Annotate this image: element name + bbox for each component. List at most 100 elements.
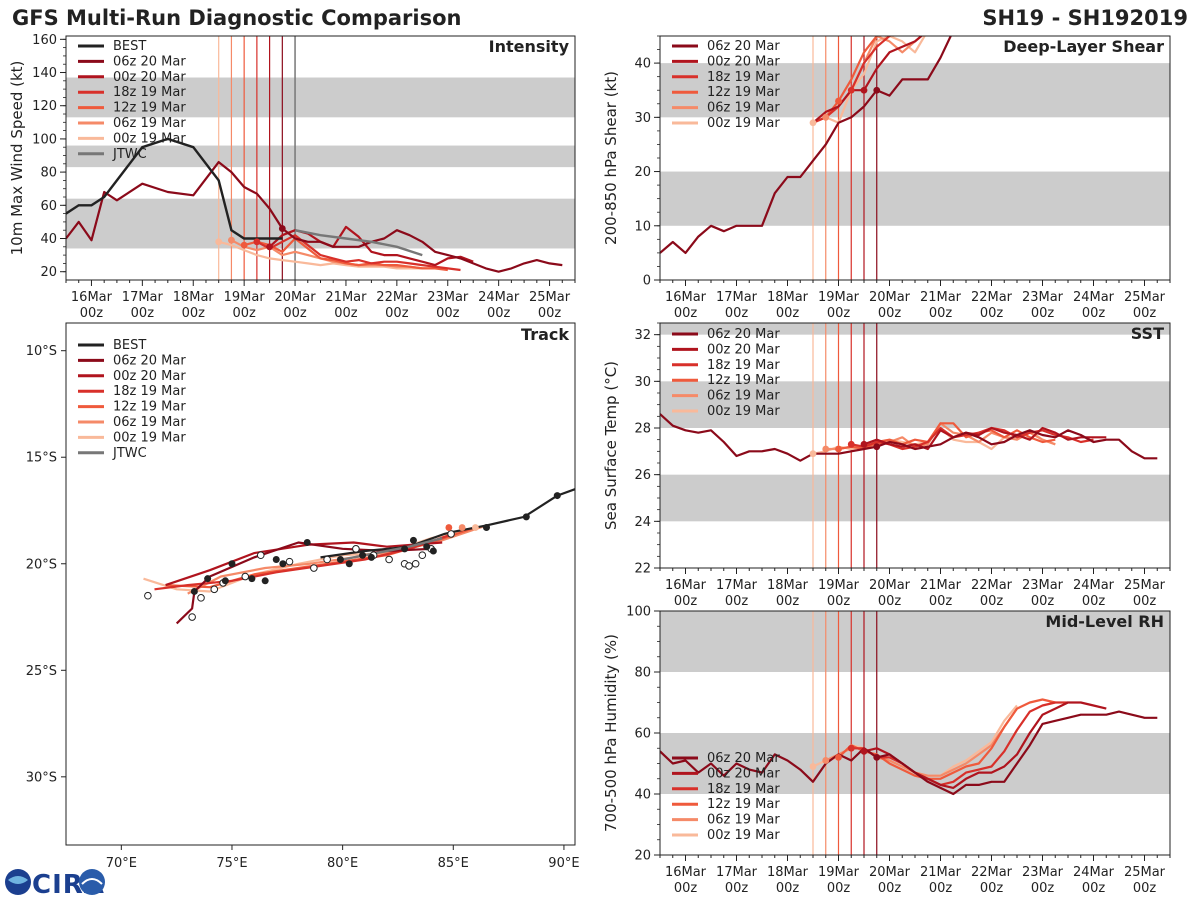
intensity-series-best xyxy=(66,137,283,240)
shear-ytick-label-20: 20 xyxy=(634,165,651,180)
legend-label-06z-19-mar: 06z 19 Mar xyxy=(707,813,780,828)
intensity-xtick-hour-23mar: 00z xyxy=(436,306,460,321)
shear-xtick-hour-21mar: 00z xyxy=(929,306,953,321)
track-series-jtwc xyxy=(342,537,443,561)
rh-ytick-label-100: 100 xyxy=(626,605,651,620)
track-filled-point xyxy=(522,513,530,521)
track-xtick-label-80: 80°E xyxy=(327,856,358,871)
sst-xtick-hour-24mar: 00z xyxy=(1082,594,1106,609)
cira-swoosh-mark xyxy=(81,878,103,885)
track-init-point xyxy=(458,524,466,531)
legend-label-12z-19-mar: 12z 19 Mar xyxy=(707,373,780,388)
legend-label-12z-19-mar: 12z 19 Mar xyxy=(113,101,186,116)
track-open-point xyxy=(352,545,360,553)
shear-init-dot-06z-19-mar xyxy=(822,113,830,121)
track-open-point xyxy=(210,585,219,594)
sst-series-00z-20-mar xyxy=(863,426,1107,451)
storm-id: SH19 - SH192019 xyxy=(982,6,1188,30)
intensity-ytick-label-20: 20 xyxy=(40,265,57,280)
shear-series-00z-20-mar xyxy=(812,36,924,124)
track-xtick-label-90: 90°E xyxy=(548,856,579,871)
sst-xtick-day-18mar: 18Mar xyxy=(767,578,809,593)
rh-xtick-day-16mar: 16Mar xyxy=(665,865,707,880)
track-filled-point xyxy=(190,587,198,595)
intensity-ytick-label-40: 40 xyxy=(40,232,57,247)
sst-init-dot-06z-20-mar xyxy=(873,443,881,451)
rh-xtick-hour-20mar: 00z xyxy=(878,881,902,896)
shear-xtick-hour-25mar: 00z xyxy=(1133,306,1157,321)
shear-ytick-label-40: 40 xyxy=(634,57,651,72)
shear-init-dot-06z-20-mar xyxy=(873,86,881,94)
sst-xtick-day-20mar: 20Mar xyxy=(869,578,911,593)
intensity-xtick-hour-21mar: 00z xyxy=(334,306,358,321)
track-filled-point xyxy=(423,543,431,551)
legend-label-06z-19-mar: 06z 19 Mar xyxy=(707,101,780,116)
track-filled-point xyxy=(429,547,437,555)
track-xtick-label-75: 75°E xyxy=(216,856,247,871)
rh-ytick-label-80: 80 xyxy=(634,666,651,681)
shear-xtick-hour-23mar: 00z xyxy=(1031,306,1055,321)
track-open-point xyxy=(418,551,427,560)
track-ytick-label-25: 25°S xyxy=(26,664,57,679)
sst-ytick-label-28: 28 xyxy=(634,422,651,437)
rh-series-18z-19-mar xyxy=(851,701,1068,787)
legend-label-jtwc: JTWC xyxy=(112,147,147,162)
sst-ytick-label-26: 26 xyxy=(634,468,651,483)
rh-ytick-label-20: 20 xyxy=(634,849,651,864)
legend-label-18z-19-mar: 18z 19 Mar xyxy=(113,384,186,399)
track-filled-point xyxy=(303,538,311,546)
sst-plot-area xyxy=(660,323,1170,568)
shear-xtick-hour-24mar: 00z xyxy=(1082,306,1106,321)
intensity-init-dot-00z-20-mar xyxy=(266,243,273,251)
rh-xtick-day-20mar: 20Mar xyxy=(869,865,911,880)
intensity-series-18z-19-mar xyxy=(256,234,461,272)
intensity-xtick-day-18mar: 18Mar xyxy=(173,290,215,305)
shear-xtick-day-19mar: 19Mar xyxy=(818,290,860,305)
shear-xtick-hour-17mar: 00z xyxy=(725,306,749,321)
track-series-best xyxy=(320,488,575,559)
rh-series-12z-19-mar xyxy=(837,698,1056,780)
track-ytick-label-15: 15°S xyxy=(26,451,57,466)
legend-label-00z-20-mar: 00z 20 Mar xyxy=(113,369,186,384)
shear-xtick-day-21mar: 21Mar xyxy=(920,290,962,305)
sst-xtick-day-22mar: 22Mar xyxy=(971,578,1013,593)
rh-init-dot-18z-19-mar xyxy=(847,744,855,752)
legend-label-00z-19-mar: 00z 19 Mar xyxy=(707,404,780,419)
intensity-xtick-hour-22mar: 00z xyxy=(385,306,409,321)
intensity-ylabel: 10m Max Wind Speed (kt) xyxy=(8,61,26,256)
legend-label-00z-20-mar: 00z 20 Mar xyxy=(707,54,780,69)
rh-xtick-hour-25mar: 00z xyxy=(1133,881,1157,896)
shear-xtick-hour-16mar: 00z xyxy=(674,306,698,321)
sst-xtick-day-21mar: 21Mar xyxy=(920,578,962,593)
intensity-xtick-day-20mar: 20Mar xyxy=(275,290,317,305)
sst-xtick-hour-25mar: 00z xyxy=(1133,594,1157,609)
shear-band-0 xyxy=(660,171,1170,226)
track-filled-point xyxy=(228,560,236,568)
track-xtick-label-85: 85°E xyxy=(438,856,469,871)
legend-label-jtwc: JTWC xyxy=(112,446,147,461)
rh-panel-title: Mid-Level RH xyxy=(1045,612,1164,631)
track-init-point xyxy=(472,524,479,531)
intensity-series-jtwc xyxy=(294,229,423,257)
intensity-xtick-hour-25mar: 00z xyxy=(538,306,562,321)
sst-xtick-day-25mar: 25Mar xyxy=(1124,578,1166,593)
intensity-xtick-day-21mar: 21Mar xyxy=(325,290,367,305)
rh-xtick-day-17mar: 17Mar xyxy=(716,865,758,880)
cira-swoosh-icon xyxy=(79,869,105,895)
track-open-point xyxy=(405,562,413,570)
legend-label-18z-19-mar: 18z 19 Mar xyxy=(707,782,780,797)
rh-xtick-hour-18mar: 00z xyxy=(776,881,800,896)
legend-label-06z-19-mar: 06z 19 Mar xyxy=(113,116,186,131)
track-ytick-label-20: 20°S xyxy=(26,557,57,572)
rh-xtick-hour-17mar: 00z xyxy=(725,881,749,896)
legend-label-00z-20-mar: 00z 20 Mar xyxy=(113,70,186,85)
legend-label-06z-20-mar: 06z 20 Mar xyxy=(707,39,780,54)
track-filled-point xyxy=(553,492,561,500)
track-filled-point xyxy=(261,577,269,585)
track-ytick-label-30: 30°S xyxy=(26,770,57,785)
rh-band-0 xyxy=(660,733,1170,794)
shear-xtick-day-22mar: 22Mar xyxy=(971,290,1013,305)
shear-xtick-day-25mar: 25Mar xyxy=(1124,290,1166,305)
legend-label-00z-19-mar: 00z 19 Mar xyxy=(707,116,780,131)
legend-label-12z-19-mar: 12z 19 Mar xyxy=(707,85,780,100)
